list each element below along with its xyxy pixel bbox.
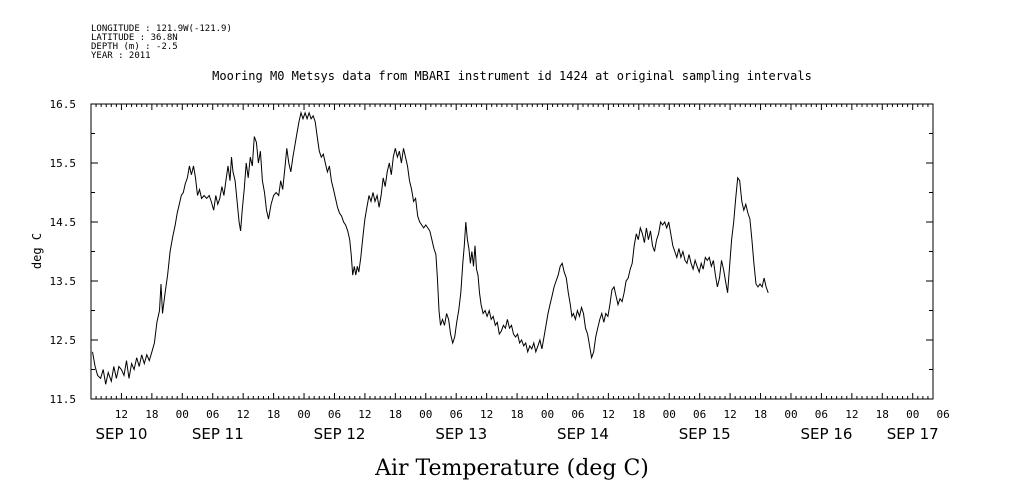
x-tick-labels: 12 18 00 06 12 18 00 06 12 18 00 06 12 18 00 06 12 18 00 06… <box>115 408 950 421</box>
day-label: SEP 12 <box>314 425 366 443</box>
y-tick-label: 11.5 <box>50 393 77 406</box>
day-label: SEP 14 <box>557 425 609 443</box>
day-label: SEP 16 <box>801 425 853 443</box>
day-label: SEP 10 <box>95 425 147 443</box>
x-tick-label: 06 <box>815 408 828 421</box>
day-label: SEP 13 <box>435 425 487 443</box>
y-tick-label: 13.5 <box>50 275 77 288</box>
x-tick-label: 06 <box>450 408 463 421</box>
x-tick-label: 12 <box>723 408 736 421</box>
day-label: SEP 11 <box>192 425 244 443</box>
x-tick-label: 18 <box>632 408 645 421</box>
x-tick-label: 18 <box>389 408 402 421</box>
x-tick-label: 00 <box>176 408 189 421</box>
y-axis-label: deg C <box>30 233 44 269</box>
y-tick-label: 14.5 <box>50 216 77 229</box>
x-tick-label: 06 <box>693 408 706 421</box>
x-tick-label: 00 <box>419 408 432 421</box>
day-label: SEP 17 <box>887 425 939 443</box>
x-tick-label: 12 <box>845 408 858 421</box>
x-tick-label: 12 <box>237 408 250 421</box>
meta-longitude: LONGITUDE : 121.9W(-121.9) <box>91 24 232 34</box>
x-tick-label: 12 <box>602 408 615 421</box>
x-tick-label: 00 <box>297 408 310 421</box>
plot-frame <box>90 103 934 400</box>
x-tick-label: 06 <box>571 408 584 421</box>
y-tick-labels: 11.5 12.5 13.5 14.5 15.5 16.5 <box>50 98 77 406</box>
x-tick-label: 06 <box>206 408 219 421</box>
day-labels: SEP 10 SEP 11 SEP 12 SEP 13 SEP 14 SEP 15 SEP … <box>95 425 938 443</box>
chart-title: Mooring M0 Metsys data from MBARI instru… <box>212 69 812 83</box>
x-tick-label: 00 <box>784 408 797 421</box>
x-tick-label: 12 <box>358 408 371 421</box>
x-tick-label: 06 <box>937 408 950 421</box>
meta-depth: DEPTH (m) : -2.5 <box>91 42 178 52</box>
x-tick-label: 18 <box>876 408 889 421</box>
meta-latitude: LATITUDE : 36.8N <box>91 33 178 43</box>
day-label: SEP 15 <box>679 425 731 443</box>
x-axis-label: Air Temperature (deg C) <box>374 456 649 481</box>
x-tick-label: 12 <box>480 408 493 421</box>
x-tick-label: 18 <box>145 408 158 421</box>
x-tick-label: 18 <box>754 408 767 421</box>
x-tick-label: 00 <box>663 408 676 421</box>
x-tick-label: 06 <box>328 408 341 421</box>
y-tick-label: 16.5 <box>50 98 77 111</box>
y-tick-label: 12.5 <box>50 334 77 347</box>
x-tick-label: 12 <box>115 408 128 421</box>
y-tick-label: 15.5 <box>50 157 77 170</box>
x-tick-label: 00 <box>906 408 919 421</box>
x-tick-label: 00 <box>541 408 554 421</box>
meta-year: YEAR : 2011 <box>91 51 151 61</box>
x-tick-label: 18 <box>267 408 280 421</box>
x-tick-label: 18 <box>510 408 523 421</box>
axis-ticks <box>90 103 934 400</box>
series-line-air-temperature <box>92 110 769 385</box>
